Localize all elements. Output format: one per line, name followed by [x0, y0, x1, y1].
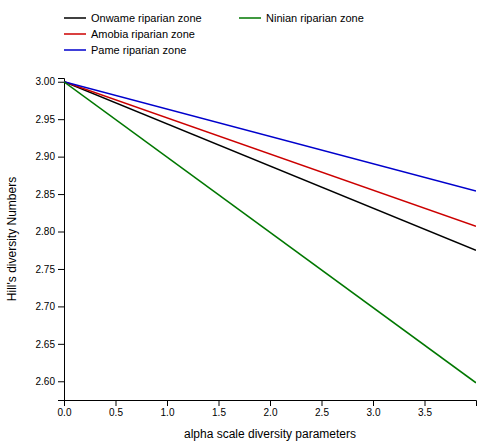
tick-mark [58, 194, 64, 195]
tick: 3.00 [36, 76, 64, 87]
tick: 3.0 [367, 400, 381, 418]
tick-label: 0.5 [109, 407, 123, 418]
x-axis-title: alpha scale diversity parameters [184, 427, 356, 441]
tick-mark [58, 232, 64, 233]
tick-label: 2.5 [315, 407, 329, 418]
tick-label: 2.65 [36, 339, 56, 350]
legend-item: Ninian riparian zone [239, 12, 364, 24]
tick-mark [58, 119, 64, 120]
tick-label: 2.75 [36, 264, 56, 275]
lines [64, 82, 476, 383]
tick-mark [270, 400, 271, 406]
series-line [64, 82, 476, 383]
legend-label: Amobia riparian zone [91, 28, 195, 40]
tick: 0.5 [109, 400, 123, 418]
legend-swatch [64, 49, 86, 51]
tick: 2.0 [264, 400, 278, 418]
tick: 2.70 [36, 301, 64, 312]
chart: 0.0 0.5 1.0 1.5 2.0 2.5 3.0 3.5 2.60 2.65 2.70 2.75… [0, 0, 500, 448]
tick-label: 3.0 [367, 407, 381, 418]
tick: 0.0 [58, 400, 72, 418]
tick: 1.0 [161, 400, 175, 418]
tick-label: 2.60 [36, 376, 56, 387]
tick: 2.95 [36, 114, 64, 125]
tick-label: 0.0 [58, 407, 72, 418]
legend-swatch [64, 33, 86, 35]
tick-label: 2.85 [36, 189, 56, 200]
y-axis-title: Hill's diversity Numbers [5, 177, 19, 301]
tick-mark [425, 400, 426, 406]
legend-swatch [239, 17, 261, 19]
tick-label: 2.95 [36, 114, 56, 125]
tick-mark [167, 400, 168, 406]
tick: 2.60 [36, 376, 64, 387]
tick: 2.5 [315, 400, 329, 418]
tick-label: 1.0 [161, 407, 175, 418]
axis-line [58, 79, 65, 401]
plot: 0.0 0.5 1.0 1.5 2.0 2.5 3.0 3.5 2.60 2.65 2.70 2.75… [36, 76, 477, 418]
series-line [64, 82, 476, 191]
tick: 2.85 [36, 189, 64, 200]
tick-mark [58, 157, 64, 158]
tick-label: 1.5 [212, 407, 226, 418]
tick: 2.75 [36, 264, 64, 275]
tick-mark [116, 400, 117, 406]
tick: 2.80 [36, 226, 64, 237]
tick-mark [58, 306, 64, 307]
tick-mark [373, 400, 374, 406]
x-axis: 0.0 0.5 1.0 1.5 2.0 2.5 3.0 3.5 [58, 400, 477, 418]
tick-mark [322, 400, 323, 406]
tick-label: 2.90 [36, 151, 56, 162]
legend-label: Onwame riparian zone [91, 12, 202, 24]
tick-mark [58, 344, 64, 345]
axis-line [65, 401, 477, 407]
tick-mark [58, 269, 64, 270]
series-line [64, 82, 476, 250]
legend-item: Pame riparian zone [64, 44, 186, 56]
tick-mark [58, 381, 64, 382]
tick-label: 2.0 [264, 407, 278, 418]
legend-item: Amobia riparian zone [64, 28, 195, 40]
series-line [64, 82, 476, 227]
tick-mark [58, 82, 64, 83]
legend-item: Onwame riparian zone [64, 12, 202, 24]
tick-mark [219, 400, 220, 406]
legend-swatch [64, 17, 86, 19]
legend-label: Ninian riparian zone [266, 12, 364, 24]
tick-label: 3.5 [418, 407, 432, 418]
tick-label: 3.00 [36, 76, 56, 87]
tick-label: 2.80 [36, 226, 56, 237]
legend-label: Pame riparian zone [91, 44, 186, 56]
tick: 2.90 [36, 151, 64, 162]
legend: Onwame riparian zone Amobia riparian zone… [64, 12, 364, 56]
tick-label: 2.70 [36, 301, 56, 312]
tick: 1.5 [212, 400, 226, 418]
y-axis: 2.60 2.65 2.70 2.75 2.80 2.85 2.90 2.95 3.00 [36, 76, 65, 400]
tick: 3.5 [418, 400, 432, 418]
tick: 2.65 [36, 339, 64, 350]
